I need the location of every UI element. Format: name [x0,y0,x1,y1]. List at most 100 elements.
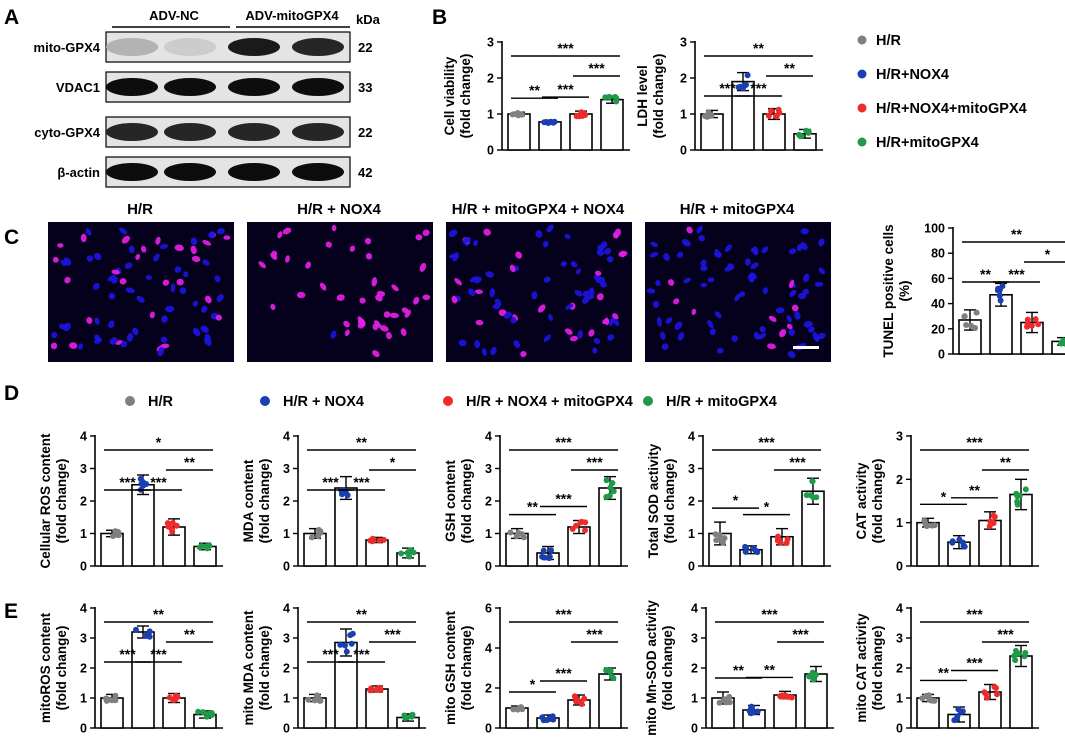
nucleus [768,315,777,322]
sig-label: ** [784,60,795,76]
data-point [317,528,324,535]
nucleus [593,274,601,281]
y-axis-label: (fold change) [660,626,675,711]
data-point [539,553,546,560]
y-tick-label: 0 [485,560,492,574]
nucleus [157,347,165,357]
nucleus [111,276,118,284]
nucleus [160,343,170,349]
nucleus [663,253,670,261]
nucleus [215,314,222,321]
y-tick-label: 2 [283,662,290,676]
nucleus [796,244,803,252]
legend-dot [857,137,867,147]
data-point [809,478,816,485]
nucleus [374,320,382,328]
nucleus [593,337,601,344]
nucleus [485,271,494,278]
nucleus [385,332,392,340]
data-point [349,630,356,637]
nucleus [700,259,707,267]
bar [600,98,624,151]
nucleus [739,291,746,298]
nucleus [364,237,372,245]
nucleus [120,340,128,348]
sig-label: * [1045,246,1051,262]
nucleus [543,334,552,342]
nucleus [145,275,152,280]
nucleus [170,283,176,293]
y-axis-label: (fold change) [870,459,885,544]
nucleus [458,339,467,347]
nucleus [57,243,64,248]
nucleus [503,311,512,319]
nucleus [86,255,94,262]
image-title: H/R + mitoGPX4 [680,201,795,218]
data-point [997,297,1004,304]
nucleus [371,277,378,287]
data-point [803,492,810,499]
nucleus [698,235,705,242]
y-axis-label: CAT activity [854,462,869,540]
y-tick-label: 0 [691,722,698,736]
blot-group-label-nc: ADV-NC [149,8,199,23]
nucleus [677,332,685,341]
data-point [406,553,413,560]
nucleus [513,340,521,349]
data-point [344,492,351,499]
blot-band [292,123,344,141]
nucleus [162,279,170,286]
nucleus [214,275,221,283]
nucleus [422,294,431,301]
data-point [954,713,961,720]
legend-top: H/R H/R+NOX4 H/R+NOX4+mitoGPX4 H/R+mitoGPX4 [857,33,1027,151]
nucleus [454,278,462,286]
y-tick-label: 4 [485,642,492,656]
nucleus [814,281,824,287]
data-point [997,286,1003,293]
data-point [612,94,619,100]
blot-kda-value: 22 [358,125,372,140]
y-axis-label: (fold change) [458,54,473,139]
data-point [195,708,202,715]
y-tick-label: 0 [80,560,87,574]
nucleus [752,246,759,256]
sig-label: *** [322,646,339,662]
data-point [408,713,415,720]
data-point [408,547,415,554]
legend-label: H/R [148,394,174,410]
sig-label: ** [153,606,164,622]
bar [507,113,531,151]
nucleus [472,240,479,246]
data-point [961,313,968,320]
y-axis-label: (fold change) [459,459,474,544]
y-tick-label: 0 [896,560,903,574]
image-title: H/R + mitoGPX4 + NOX4 [452,201,625,218]
data-point [103,695,109,702]
sig-label: *** [586,626,603,642]
y-axis-label: (fold change) [54,459,69,544]
data-point [968,322,975,329]
sig-label: ** [938,664,949,680]
blot-band [106,78,158,96]
nucleus [119,278,127,285]
nucleus [542,240,549,248]
nucleus [596,248,605,256]
sig-label: *** [586,454,603,470]
sig-label: ** [980,266,991,282]
blot-kda-value: 22 [358,40,372,55]
y-axis-label: (fold change) [257,459,272,544]
nucleus [176,278,184,286]
nucleus [165,305,175,313]
nucleus [270,252,278,260]
sig-label: *** [119,646,136,662]
nucleus [747,273,755,283]
sig-label: *** [150,474,167,490]
nucleus [481,348,487,356]
nucleus [731,335,738,342]
data-point [984,694,990,701]
nucleus [767,343,776,350]
nucleus [574,289,583,297]
